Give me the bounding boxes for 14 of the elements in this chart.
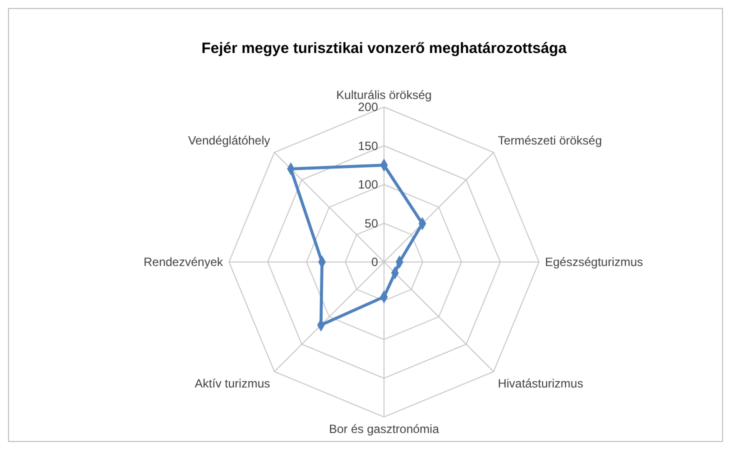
chart-title: Fejér megye turisztikai vonzerő meghatározottsága [201, 40, 568, 57]
spoke-label: Vendéglátóhely [188, 133, 270, 148]
spoke-label: Aktív turizmus [194, 376, 270, 391]
y-tick-label: 200 [358, 100, 378, 114]
spoke-label: Rendezvények [144, 255, 224, 269]
spoke-label: Természeti örökség [498, 133, 602, 148]
y-tick-label: 0 [371, 255, 378, 269]
y-tick-label: 150 [358, 138, 378, 153]
spoke-label: Egészségturizmus [545, 255, 644, 269]
y-tick-label: 50 [364, 216, 378, 230]
spoke-label: Bor és gasztronómia [328, 422, 440, 436]
y-tick-label: 100 [358, 178, 378, 192]
spoke-label: Kulturális örökség [336, 88, 432, 102]
spoke-label: Hivatásturizmus [498, 376, 584, 391]
